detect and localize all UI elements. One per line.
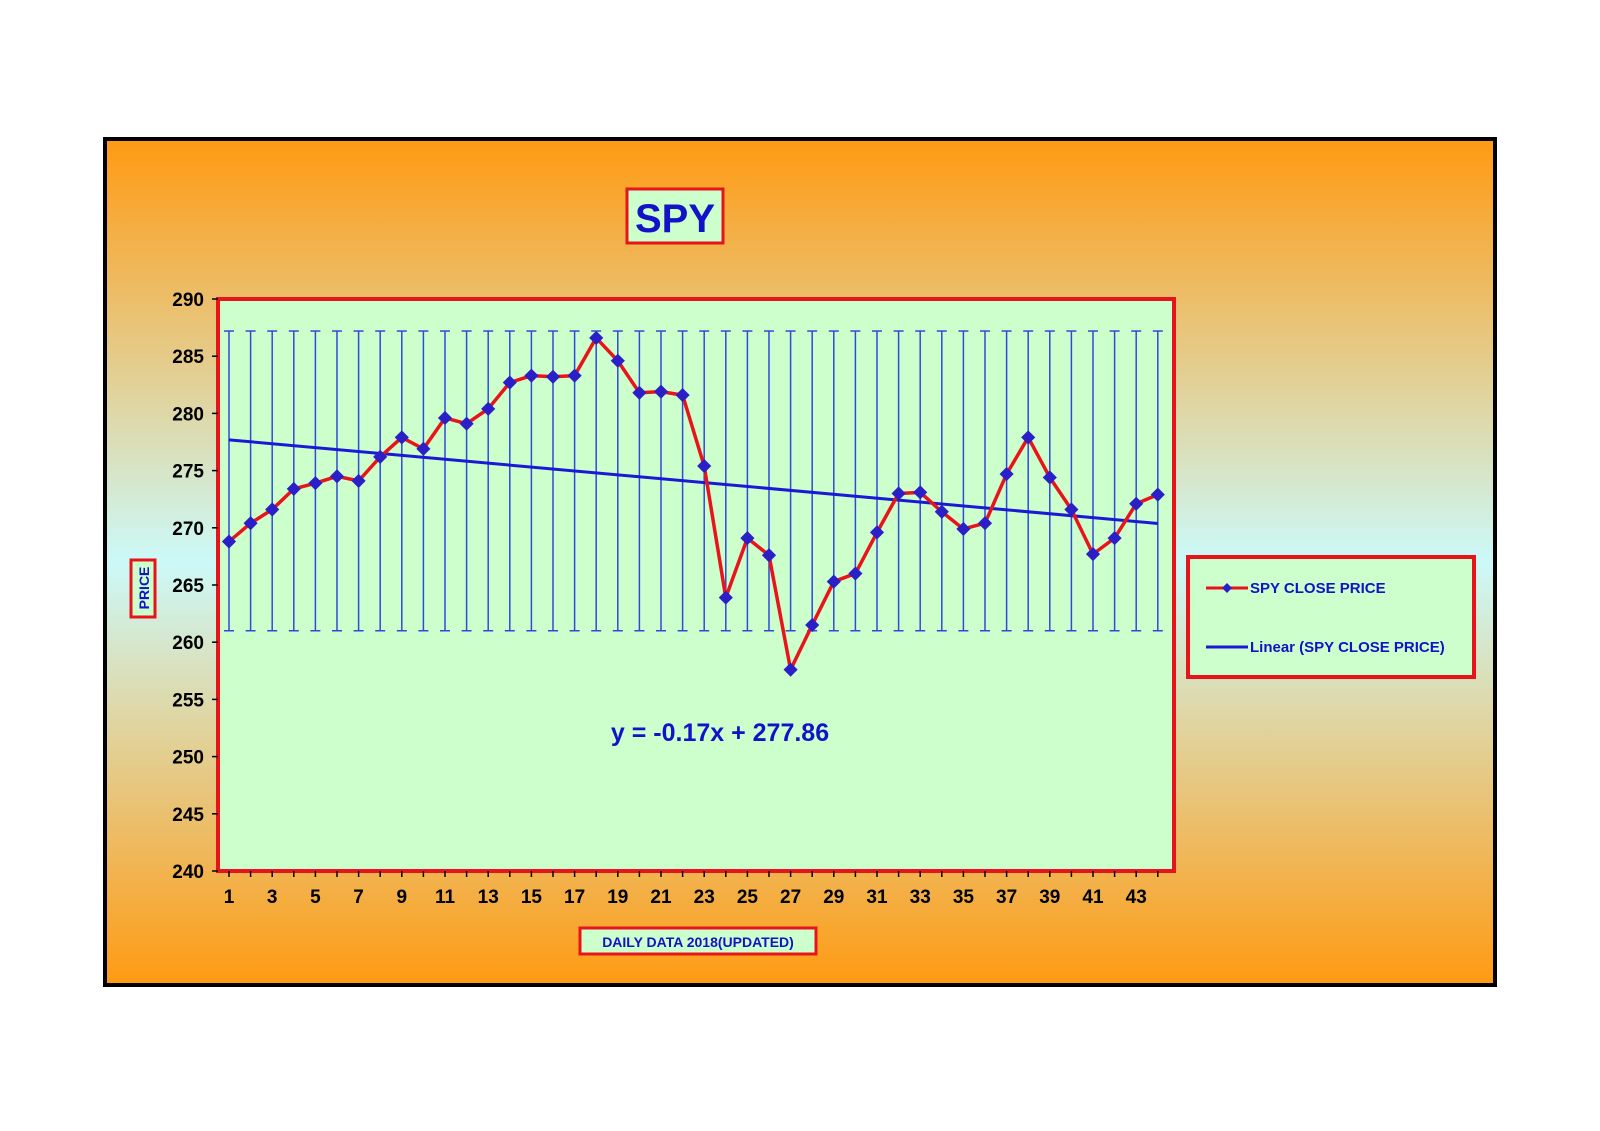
x-tick-label: 17 bbox=[564, 887, 585, 908]
data-point bbox=[632, 385, 647, 400]
data-point bbox=[891, 486, 906, 501]
data-point bbox=[869, 525, 885, 540]
data-point bbox=[308, 476, 323, 491]
trend-equation: y = -0.17x + 277.86 bbox=[611, 719, 829, 747]
y-tick-label: 255 bbox=[172, 690, 204, 711]
data-point bbox=[545, 369, 561, 384]
data-point bbox=[524, 368, 539, 383]
x-tick-label: 41 bbox=[1082, 887, 1104, 908]
y-tick-label: 260 bbox=[172, 633, 204, 654]
data-point bbox=[805, 617, 820, 633]
y-tick-label: 280 bbox=[172, 404, 204, 425]
data-point bbox=[740, 531, 755, 546]
x-tick-label: 7 bbox=[353, 887, 364, 908]
data-point bbox=[351, 473, 366, 488]
data-point bbox=[567, 368, 582, 383]
y-tick-label: 240 bbox=[172, 862, 204, 883]
legend-trend-label: Linear (SPY CLOSE PRICE) bbox=[1250, 639, 1445, 656]
y-tick-label: 245 bbox=[172, 805, 204, 826]
y-tick-label: 285 bbox=[172, 347, 204, 368]
y-axis: 240 245 250 255 260 265 270 275 280 285 290 bbox=[172, 290, 218, 883]
data-point bbox=[589, 330, 604, 345]
data-point bbox=[675, 388, 690, 403]
x-tick-label: 27 bbox=[780, 887, 801, 908]
x-tick-label: 9 bbox=[397, 887, 408, 908]
data-point bbox=[761, 548, 777, 563]
x-tick-label: 21 bbox=[650, 887, 672, 908]
y-tick-label: 265 bbox=[172, 576, 204, 597]
x-tick-label: 35 bbox=[953, 887, 975, 908]
x-tick-label: 25 bbox=[737, 887, 759, 908]
x-tick-label: 39 bbox=[1039, 887, 1060, 908]
data-point bbox=[934, 504, 949, 519]
data-point bbox=[481, 401, 496, 416]
y-tick-label: 250 bbox=[172, 748, 204, 769]
data-point bbox=[653, 384, 669, 399]
data-markers bbox=[221, 330, 1165, 677]
x-tick-label: 37 bbox=[996, 887, 1017, 908]
x-tick-label: 31 bbox=[866, 887, 888, 908]
data-point bbox=[243, 516, 258, 531]
data-point bbox=[459, 416, 474, 431]
data-point bbox=[221, 534, 237, 549]
y-axis-label-box bbox=[129, 558, 157, 619]
data-point bbox=[610, 353, 625, 368]
data-point bbox=[416, 441, 431, 456]
x-axis-label-box bbox=[578, 926, 818, 956]
data-point bbox=[913, 485, 928, 500]
data-point bbox=[956, 521, 971, 537]
data-point bbox=[1085, 547, 1101, 562]
title-box bbox=[625, 187, 725, 245]
y-tick-label: 275 bbox=[172, 462, 204, 483]
x-tick-label: 1 bbox=[224, 887, 235, 908]
x-axis-label: DAILY DATA 2018(UPDATED) bbox=[602, 934, 794, 950]
data-point bbox=[437, 410, 453, 426]
x-tick-label: 13 bbox=[478, 887, 499, 908]
data-point bbox=[1042, 470, 1057, 485]
data-point bbox=[373, 449, 388, 464]
x-tick-label: 5 bbox=[310, 887, 321, 908]
x-tick-label: 29 bbox=[823, 887, 844, 908]
x-tick-label: 19 bbox=[607, 887, 628, 908]
data-point bbox=[394, 430, 409, 445]
data-point bbox=[1150, 487, 1165, 502]
data-point bbox=[1107, 531, 1122, 546]
data-point bbox=[848, 566, 863, 581]
x-tick-label: 15 bbox=[521, 887, 543, 908]
x-tick-label: 11 bbox=[435, 887, 456, 908]
data-point bbox=[502, 375, 517, 390]
x-tick-label: 33 bbox=[910, 887, 931, 908]
data-point bbox=[697, 458, 712, 474]
y-tick-label: 270 bbox=[172, 519, 204, 540]
data-point bbox=[329, 469, 345, 484]
x-tick-label: 43 bbox=[1126, 887, 1147, 908]
y-axis-label: PRICE bbox=[136, 567, 152, 610]
data-point bbox=[718, 590, 733, 605]
data-point bbox=[1129, 496, 1144, 511]
x-tick-label: 3 bbox=[267, 887, 278, 908]
data-point bbox=[286, 481, 301, 496]
x-axis: 1 3 5 7 9 11 13 15 17 19 21 23 25 27 29 31 33 35 37 39 41 43 bbox=[224, 871, 1159, 908]
x-tick-label: 23 bbox=[694, 887, 715, 908]
legend-series-label: SPY CLOSE PRICE bbox=[1250, 580, 1386, 597]
data-point bbox=[999, 466, 1014, 482]
legend bbox=[1186, 555, 1476, 679]
plot-area bbox=[216, 297, 1176, 873]
chart-title: SPY bbox=[635, 197, 715, 241]
data-point bbox=[977, 516, 993, 531]
data-point bbox=[783, 662, 798, 677]
y-tick-label: 290 bbox=[172, 290, 204, 311]
data-point bbox=[826, 574, 841, 589]
legend-series-marker bbox=[1222, 583, 1232, 593]
